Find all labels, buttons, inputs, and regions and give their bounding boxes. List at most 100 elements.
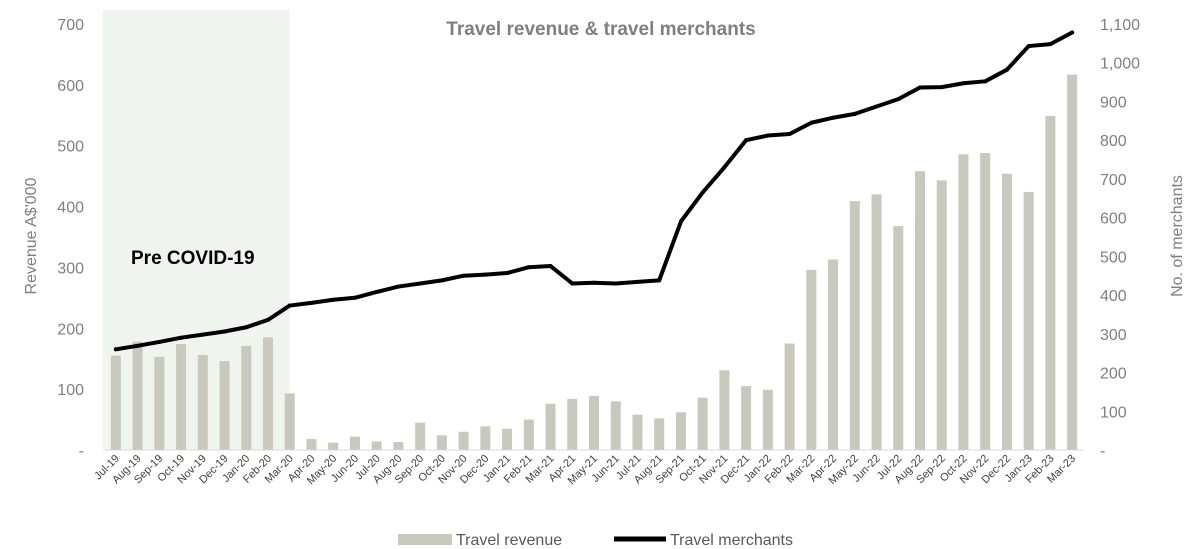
point-oct-20 xyxy=(439,278,444,283)
annotation-shade-layer xyxy=(102,10,290,450)
bar-aug-19 xyxy=(132,341,143,450)
bar-jan-22 xyxy=(762,389,773,450)
point-jun-20 xyxy=(352,295,357,300)
y-left-tick-label: - xyxy=(79,443,84,460)
point-mar-23 xyxy=(1070,30,1075,35)
point-may-20 xyxy=(331,297,336,302)
bar-mar-23 xyxy=(1067,74,1078,451)
point-mar-20 xyxy=(287,303,292,308)
point-dec-22 xyxy=(1004,67,1009,72)
point-apr-22 xyxy=(831,115,836,120)
point-jan-23 xyxy=(1026,44,1031,49)
bar-may-20 xyxy=(328,442,339,450)
bar-dec-22 xyxy=(1001,173,1012,451)
bar-nov-19 xyxy=(197,355,208,450)
annotation-pre-covid: Pre COVID-19 xyxy=(131,248,255,269)
point-oct-19 xyxy=(179,335,184,340)
point-jul-22 xyxy=(896,97,901,102)
y-axis-left-title: Revenue A$'000 xyxy=(23,177,40,294)
y-left-tick-label: 300 xyxy=(57,260,84,277)
point-nov-22 xyxy=(983,79,988,84)
point-aug-21 xyxy=(657,278,662,283)
bar-apr-22 xyxy=(828,259,839,450)
point-apr-20 xyxy=(309,300,314,305)
bar-oct-20 xyxy=(436,435,447,450)
point-oct-22 xyxy=(961,81,966,86)
point-jul-20 xyxy=(374,289,379,294)
bar-nov-22 xyxy=(980,153,991,450)
bar-sep-20 xyxy=(415,422,426,450)
bar-jul-22 xyxy=(893,226,904,450)
bar-aug-21 xyxy=(654,418,665,450)
x-axis-ticks: Jul-19Aug-19Sep-19Oct-19Nov-19Dec-19Jan-… xyxy=(92,453,1078,487)
bar-jul-19 xyxy=(110,355,121,450)
point-sep-19 xyxy=(157,339,162,344)
y-left-tick-label: 500 xyxy=(57,139,84,156)
point-nov-21 xyxy=(722,165,727,170)
y-right-tick-label: 300 xyxy=(1100,327,1127,344)
bar-jun-21 xyxy=(610,401,621,450)
y-right-tick-label: 400 xyxy=(1100,288,1127,305)
pre-covid-shaded-region xyxy=(102,10,290,450)
y-left-tick-label: 100 xyxy=(57,382,84,399)
bar-aug-20 xyxy=(393,442,404,450)
point-aug-20 xyxy=(396,284,401,289)
bar-oct-22 xyxy=(958,154,969,450)
bar-jan-23 xyxy=(1023,191,1034,451)
point-jan-21 xyxy=(505,271,510,276)
point-nov-19 xyxy=(200,332,205,337)
point-sep-20 xyxy=(418,281,423,286)
y-left-tick-label: 700 xyxy=(57,17,84,34)
y-left-tick-label: 600 xyxy=(57,78,84,95)
bar-nov-21 xyxy=(719,370,730,450)
bar-feb-23 xyxy=(1045,115,1056,450)
point-may-21 xyxy=(592,280,596,285)
bar-jul-21 xyxy=(632,414,643,450)
bar-may-22 xyxy=(849,201,860,450)
bar-series-layer xyxy=(110,74,1078,451)
bar-mar-21 xyxy=(545,403,556,450)
y-right-tick-label: 100 xyxy=(1100,404,1127,421)
bar-sep-21 xyxy=(675,412,686,450)
point-sep-21 xyxy=(678,219,683,224)
y-right-tick-label: 600 xyxy=(1100,211,1127,228)
point-jun-21 xyxy=(613,281,618,286)
y-right-tick-label: - xyxy=(1100,443,1105,460)
point-sep-22 xyxy=(939,85,944,90)
bar-dec-19 xyxy=(219,361,230,450)
bar-jun-22 xyxy=(871,194,882,450)
y-left-tick-label: 400 xyxy=(57,200,84,217)
point-apr-21 xyxy=(570,281,575,286)
bar-jun-20 xyxy=(349,436,360,450)
point-mar-21 xyxy=(548,264,553,269)
bar-dec-21 xyxy=(741,386,752,450)
bar-nov-20 xyxy=(458,431,469,450)
point-aug-22 xyxy=(918,85,922,90)
point-jan-20 xyxy=(244,325,249,330)
right-axis-ticks: - 100 200 300 400 500 600 700 800 900 1,000 1,100 xyxy=(1100,17,1140,460)
point-feb-20 xyxy=(266,317,270,322)
point-jul-19 xyxy=(113,347,118,352)
bar-apr-20 xyxy=(306,439,317,450)
point-may-22 xyxy=(852,111,857,116)
point-feb-23 xyxy=(1048,42,1053,47)
bar-jan-20 xyxy=(241,345,252,450)
point-feb-22 xyxy=(787,131,792,136)
y-right-tick-label: 900 xyxy=(1100,94,1127,111)
bar-jul-20 xyxy=(371,441,382,450)
y-right-tick-label: 800 xyxy=(1100,133,1127,150)
y-right-tick-label: 500 xyxy=(1100,249,1127,266)
bar-sep-22 xyxy=(936,180,947,450)
bar-feb-21 xyxy=(523,419,534,450)
bar-apr-21 xyxy=(567,398,578,450)
point-jul-21 xyxy=(635,279,640,284)
point-dec-21 xyxy=(744,138,749,143)
point-feb-21 xyxy=(526,265,531,270)
bar-jan-21 xyxy=(502,428,513,450)
y-left-tick-label: 200 xyxy=(57,321,84,338)
bar-dec-20 xyxy=(480,426,491,450)
y-right-tick-label: 1,000 xyxy=(1100,56,1140,73)
bar-mar-20 xyxy=(284,393,295,450)
